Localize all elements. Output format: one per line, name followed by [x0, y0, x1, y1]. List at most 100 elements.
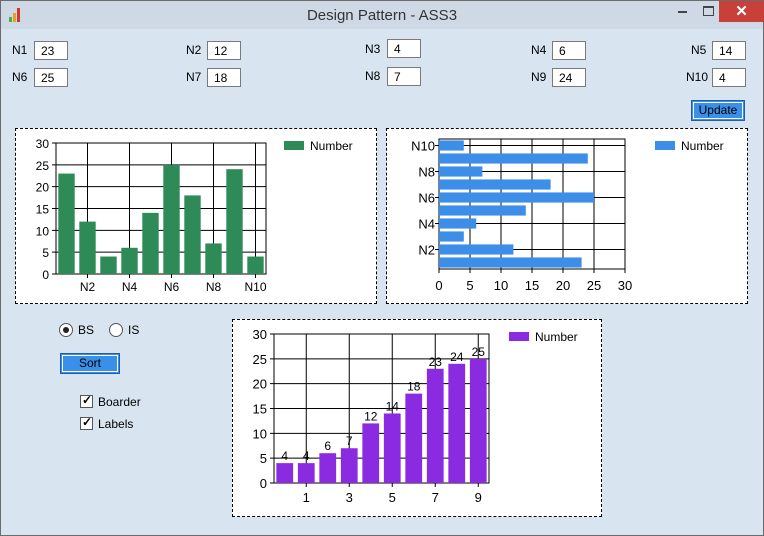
bar-chart-panel: 0 5 10 15 20 25 30 N2 N4 N6 N8 N10 Number — [15, 128, 377, 304]
radio-bs[interactable] — [59, 323, 73, 337]
chart2-bar — [439, 244, 513, 254]
chart2-x-tick-label: 25 — [587, 278, 601, 293]
chart3-bar — [298, 463, 315, 483]
chart1-legend-swatch — [284, 141, 304, 150]
chart2-y-tick-label: N10 — [411, 139, 435, 154]
horizontal-bar-chart: 0 5 10 15 20 25 30 N2 N4 N6 N8 N10 Number — [387, 129, 749, 305]
labels-checkbox-label: Labels — [98, 417, 133, 431]
chart2-y-tick-label: N6 — [418, 191, 435, 206]
chart1-bar — [205, 243, 221, 274]
n5-label: N5 — [691, 43, 706, 57]
chart3-y-tick-label: 30 — [253, 327, 267, 342]
maximize-button[interactable] — [695, 1, 721, 22]
chart3-data-label: 14 — [386, 399, 400, 413]
chart3-x-tick-label: 1 — [303, 490, 310, 505]
n6-label: N6 — [12, 70, 27, 84]
chart3-data-label: 4 — [281, 449, 288, 463]
chart3-bar — [319, 453, 336, 483]
chart2-bar — [439, 166, 482, 176]
chart1-bar — [142, 213, 158, 274]
n3-label: N3 — [365, 42, 380, 56]
chart3-data-label: 6 — [324, 439, 331, 453]
labels-checkbox[interactable] — [80, 417, 93, 430]
n1-label: N1 — [12, 43, 27, 57]
chart2-bar — [439, 179, 551, 189]
window-title: Design Pattern - ASS3 — [1, 7, 763, 24]
chart3-legend-label: Number — [535, 330, 578, 344]
chart1-bar — [58, 174, 74, 274]
n1-input[interactable]: 23 — [34, 41, 68, 60]
n5-input[interactable]: 14 — [712, 41, 746, 60]
chart2-y-tick-label: N4 — [418, 217, 435, 232]
chart1-y-tick-label: 20 — [36, 181, 50, 195]
n10-input[interactable]: 4 — [712, 68, 746, 87]
chart1-x-tick-label: N6 — [164, 280, 180, 294]
chart3-x-tick-label: 9 — [475, 490, 482, 505]
chart3-bar — [384, 413, 401, 483]
n8-input[interactable]: 7 — [387, 67, 421, 86]
n7-input[interactable]: 18 — [207, 68, 241, 87]
chart1-bar — [121, 248, 137, 274]
chart1-y-tick-label: 30 — [36, 137, 50, 151]
chart3-data-label: 23 — [429, 355, 443, 369]
chart1-x-tick-label: N8 — [206, 280, 222, 294]
n4-label: N4 — [531, 43, 546, 57]
chart1-bar — [226, 169, 242, 274]
chart2-bar — [439, 140, 464, 150]
n3-input[interactable]: 4 — [387, 39, 421, 58]
radio-is-label: IS — [128, 323, 139, 337]
chart1-y-tick-label: 25 — [36, 159, 50, 173]
radio-is[interactable] — [109, 323, 123, 337]
sort-button[interactable]: Sort — [60, 353, 120, 374]
chart1-y-tick-label: 15 — [36, 203, 50, 217]
chart3-bar — [427, 369, 444, 483]
chart2-bar — [439, 257, 582, 267]
chart3-bar — [448, 364, 465, 483]
chart1-y-tick-label: 0 — [42, 268, 49, 282]
boarder-checkbox-label: Boarder — [98, 395, 141, 409]
chart2-bar — [439, 231, 464, 241]
chart2-legend-label: Number — [681, 139, 724, 153]
radio-bs-label: BS — [78, 323, 94, 337]
chart3-bar — [405, 394, 422, 483]
chart3-y-tick-label: 5 — [260, 451, 267, 466]
chart1-bar — [79, 222, 95, 274]
chart2-x-tick-label: 10 — [494, 278, 508, 293]
chart3-y-tick-label: 20 — [253, 377, 267, 392]
chart3-data-label: 4 — [303, 449, 310, 463]
update-button[interactable]: Update — [691, 100, 745, 121]
horizontal-bar-chart-panel: 0 5 10 15 20 25 30 N2 N4 N6 N8 N10 Number — [386, 128, 748, 304]
close-button[interactable]: ✕ — [719, 1, 764, 22]
n10-label: N10 — [686, 70, 708, 84]
chart3-data-label: 12 — [364, 409, 378, 423]
n2-label: N2 — [186, 43, 201, 57]
chart1-legend-label: Number — [310, 139, 353, 153]
chart1-bar — [247, 257, 263, 274]
chart3-y-tick-label: 0 — [260, 476, 267, 491]
sorted-bar-chart-panel: 0 5 10 15 20 25 30 4 4 6 7 12 14 18 23 24 25 1 3 5 7 9 Number — [232, 319, 602, 517]
chart2-bar — [439, 218, 476, 228]
chart3-x-tick-label: 7 — [432, 490, 439, 505]
n8-label: N8 — [365, 69, 380, 83]
chart1-x-tick-label: N2 — [80, 280, 96, 294]
n2-input[interactable]: 12 — [207, 41, 241, 60]
chart1-x-tick-label: N10 — [244, 280, 266, 294]
chart3-bar — [341, 448, 358, 483]
chart3-y-tick-label: 25 — [253, 352, 267, 367]
n6-input[interactable]: 25 — [34, 68, 68, 87]
chart2-bar — [439, 205, 526, 215]
chart3-bar — [362, 423, 379, 483]
chart3-x-tick-label: 3 — [346, 490, 353, 505]
chart2-x-tick-label: 0 — [435, 278, 442, 293]
chart2-y-tick-label: N8 — [418, 165, 435, 180]
n9-input[interactable]: 24 — [552, 68, 586, 87]
title-bar[interactable]: Design Pattern - ASS3 ✕ — [1, 1, 763, 29]
minimize-button[interactable] — [669, 1, 695, 22]
chart3-y-tick-label: 15 — [253, 402, 267, 417]
boarder-checkbox[interactable] — [80, 395, 93, 408]
chart2-x-tick-label: 5 — [466, 278, 473, 293]
chart3-data-label: 24 — [450, 350, 464, 364]
n4-input[interactable]: 6 — [552, 41, 586, 60]
n9-label: N9 — [531, 70, 546, 84]
